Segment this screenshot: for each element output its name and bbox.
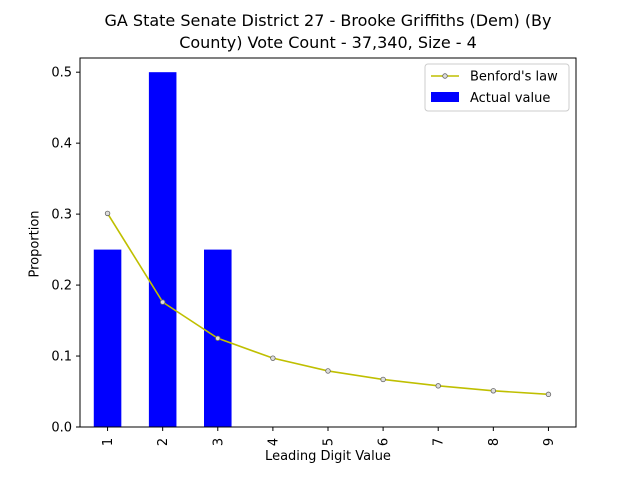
y-tick-label: 0.3 — [51, 208, 72, 223]
x-tick-label: 6 — [377, 438, 392, 446]
legend-marker-swatch — [442, 73, 448, 79]
chart-title-line-1: GA State Senate District 27 - Brooke Gri… — [104, 11, 552, 30]
benford-point-6 — [380, 376, 386, 383]
y-tick-label: 0.1 — [51, 350, 72, 365]
benford-point-2 — [159, 299, 166, 305]
y-tick-label: 0.5 — [51, 66, 72, 81]
legend-label-actual: Actual value — [470, 91, 550, 106]
x-tick-label: 9 — [542, 438, 557, 446]
x-tick-label: 8 — [487, 438, 502, 446]
benford-point-5 — [325, 368, 331, 374]
bar-group — [93, 72, 232, 427]
legend-label-benford: Benford's law — [470, 70, 558, 85]
benford-point-7 — [435, 383, 441, 389]
x-tick-label: 2 — [156, 438, 171, 446]
benford-point-8 — [490, 388, 497, 394]
legend-bar-swatch — [431, 92, 459, 102]
x-tick-label: 1 — [101, 438, 116, 446]
legend-box — [424, 63, 570, 112]
x-tick-label: 3 — [211, 438, 226, 446]
x-tick-label: 5 — [322, 438, 337, 446]
legend: Benford's law Actual value — [424, 63, 570, 112]
axes-group: 0.0 0.1 0.2 0.3 0.4 0.5 1 2 3 4 5 6 7 8 9 — [51, 57, 577, 446]
benford-point-4 — [270, 355, 276, 361]
benford-point-3 — [215, 335, 221, 341]
y-tick-label: 0.0 — [51, 421, 72, 436]
x-tick-label: 4 — [266, 438, 281, 446]
x-axis-label: Leading Digit Value — [265, 449, 391, 464]
chart-title-line-2: County) Vote Count - 37,340, Size - 4 — [179, 33, 477, 52]
y-tick-label: 0.4 — [51, 137, 72, 152]
chart-title: GA State Senate District 27 - Brooke Gri… — [0, 10, 640, 54]
benford-line-group — [104, 210, 552, 398]
benford-point-9 — [545, 391, 552, 398]
x-tick-label: 7 — [432, 438, 447, 446]
y-tick-label: 0.2 — [51, 279, 72, 294]
bar-digit-1 — [93, 249, 122, 427]
bar-digit-2 — [148, 72, 177, 427]
benford-point-1 — [104, 210, 111, 217]
y-axis-label: Proportion — [27, 210, 43, 278]
